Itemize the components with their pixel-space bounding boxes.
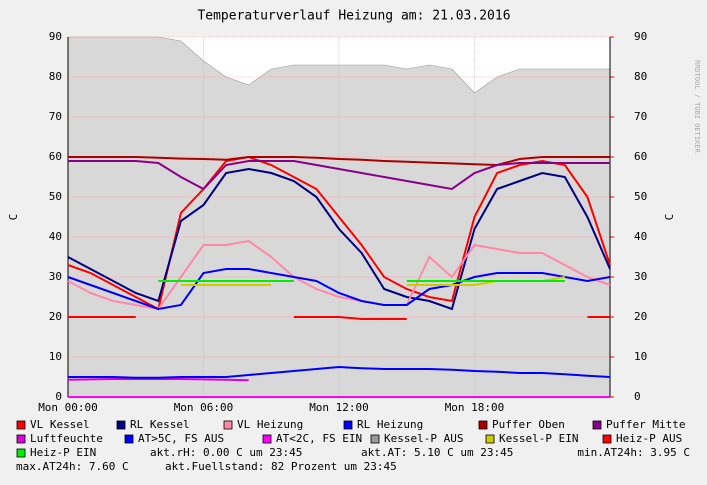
annotation: min.AT24h: 3.95 C: [577, 446, 690, 459]
x-tick-label: Mon 12:00: [309, 401, 369, 414]
legend-swatch: [116, 420, 126, 430]
legend-swatch: [370, 434, 380, 444]
y2-tick-label: 0: [634, 390, 641, 403]
series-line: [68, 160, 610, 191]
y2-tick-label: 20: [634, 310, 647, 323]
legend-label: RL Heizung: [357, 418, 423, 431]
x-tick-label: Mon 00:00: [38, 401, 98, 414]
legend-swatch: [16, 420, 26, 430]
legend-label: RL Kessel: [130, 418, 190, 431]
legend-swatch: [16, 448, 26, 458]
y2-tick-label: 70: [634, 110, 647, 123]
y2-tick-label: 50: [634, 190, 647, 203]
series-line: [68, 156, 610, 167]
series-line: [67, 167, 611, 311]
y-tick-label: 90: [49, 30, 62, 43]
series-line: [67, 268, 611, 311]
y-tick-label: 40: [49, 230, 62, 243]
y-tick-label: 20: [49, 310, 62, 323]
legend-label: Kessel-P AUS: [384, 432, 463, 445]
legend-label: VL Kessel: [30, 418, 90, 431]
legend-label: AT>5C, FS AUS: [138, 432, 224, 445]
y2-axis-label: C: [663, 214, 676, 221]
legend-swatch: [602, 434, 612, 444]
y-tick-label: 0: [55, 390, 62, 403]
legend-label: AT<2C, FS EIN: [276, 432, 362, 445]
chart-title: Temperaturverlauf Heizung am: 21.03.2016: [197, 9, 510, 24]
y-tick-label: 10: [49, 350, 62, 363]
legend-label: VL Heizung: [237, 418, 303, 431]
y-tick-label: 50: [49, 190, 62, 203]
y-tick-label: 60: [49, 150, 62, 163]
series-line: [68, 365, 611, 379]
legend-swatch: [485, 434, 495, 444]
legend-label: Puffer Mitte: [606, 418, 685, 431]
y2-tick-label: 30: [634, 270, 647, 283]
series-line: [67, 378, 249, 382]
annotation: akt.Fuellstand: 82 Prozent um 23:45: [165, 460, 397, 473]
legend-swatch: [124, 434, 134, 444]
legend-label: Luftfeuchte: [30, 432, 103, 445]
legend-swatch: [592, 420, 602, 430]
y2-tick-label: 10: [634, 350, 647, 363]
legend-swatch: [223, 420, 233, 430]
legend-swatch: [343, 420, 353, 430]
legend-swatch: [16, 434, 26, 444]
legend-swatch: [478, 420, 488, 430]
watermark: RRDTOOL / TOBI OETIKER: [693, 60, 701, 154]
annotation: max.AT24h: 7.60 C: [16, 460, 129, 473]
y2-tick-label: 40: [634, 230, 647, 243]
y-tick-label: 80: [49, 70, 62, 83]
legend-label: Kessel-P EIN: [499, 432, 578, 445]
series-line: [68, 316, 610, 320]
y2-tick-label: 60: [634, 150, 647, 163]
y-tick-label: 30: [49, 270, 62, 283]
annotation: akt.rH: 0.00 C um 23:45: [150, 446, 302, 459]
legend-swatch: [262, 434, 272, 444]
x-tick-label: Mon 18:00: [445, 401, 505, 414]
y2-tick-label: 80: [634, 70, 647, 83]
y2-tick-label: 90: [634, 30, 647, 43]
legend-label: Heiz-P AUS: [616, 432, 682, 445]
legend-label: Puffer Oben: [492, 418, 565, 431]
annotation: akt.AT: 5.10 C um 23:45: [361, 446, 513, 459]
legend-label: Heiz-P EIN: [30, 446, 96, 459]
x-tick-label: Mon 06:00: [174, 401, 234, 414]
y-tick-label: 70: [49, 110, 62, 123]
y-axis-label: C: [7, 214, 20, 221]
